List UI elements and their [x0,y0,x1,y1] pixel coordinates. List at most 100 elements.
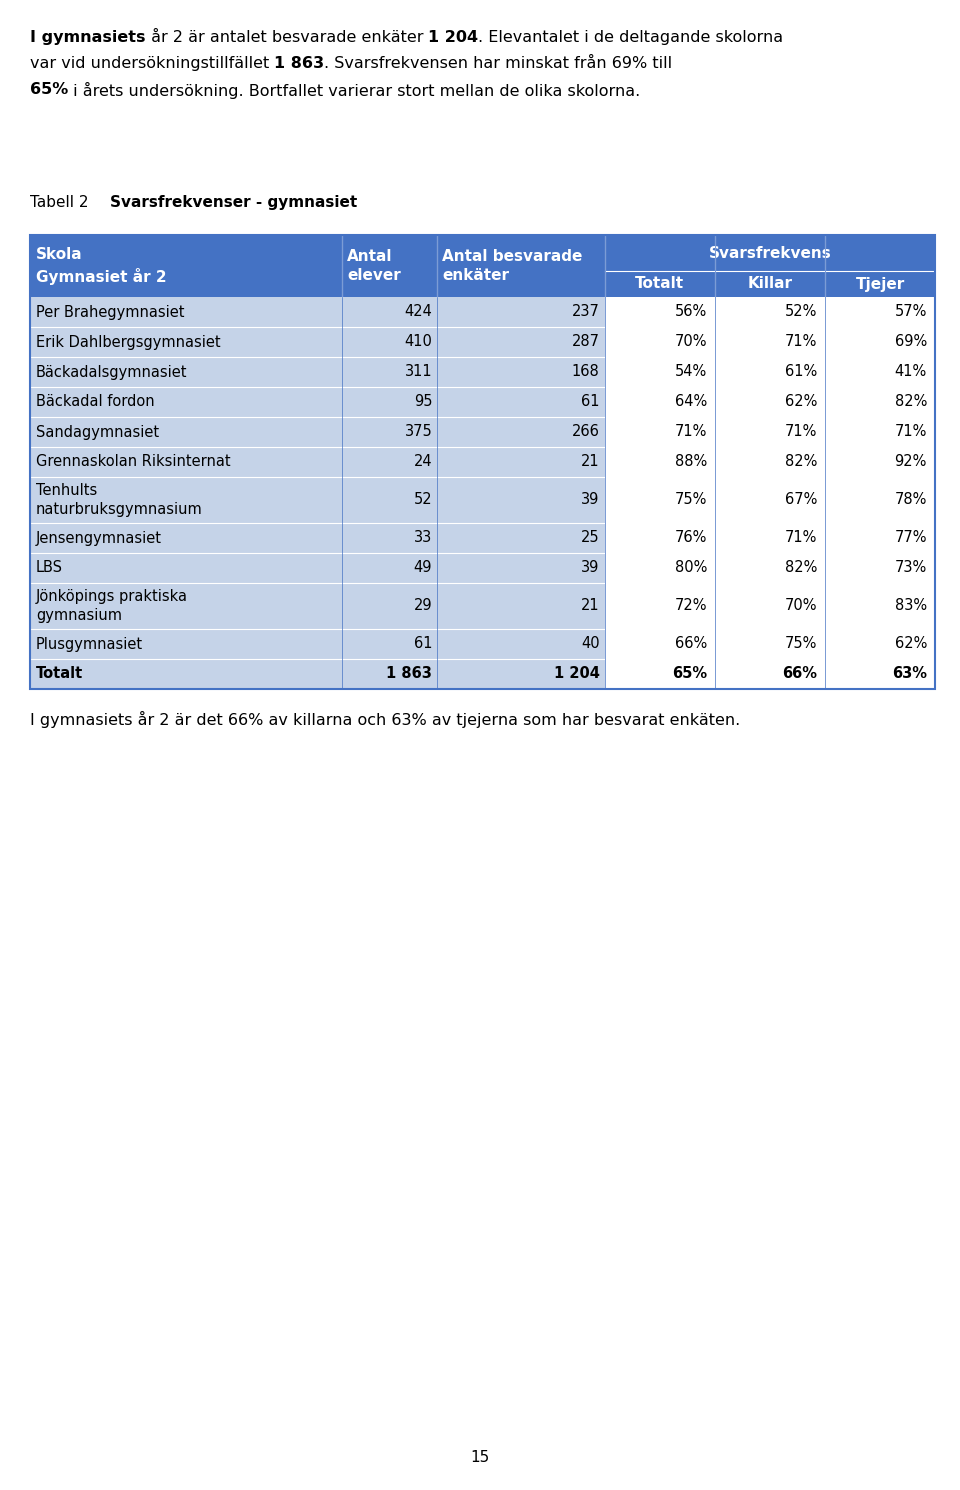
Bar [30,447,605,477]
Text: 69%: 69% [895,334,927,350]
Text: 82%: 82% [895,395,927,410]
Text: 1 863: 1 863 [275,57,324,72]
Text: . Svarsfrekvensen har minskat från 69% till: . Svarsfrekvensen har minskat från 69% t… [324,57,673,72]
Bar [30,417,605,447]
Text: 41%: 41% [895,365,927,380]
Text: 76%: 76% [675,530,708,545]
Text: 82%: 82% [785,454,818,469]
Text: 61%: 61% [785,365,818,380]
Bar [605,659,935,688]
Text: 21: 21 [581,454,600,469]
Bar [30,235,935,688]
Text: 62%: 62% [785,395,818,410]
Text: 168: 168 [572,365,600,380]
Text: Jensengymnasiet: Jensengymnasiet [36,530,162,545]
Bar [30,477,605,523]
Text: 67%: 67% [785,493,818,508]
Bar [30,297,605,326]
Text: Svarsfrekvenser - gymnasiet: Svarsfrekvenser - gymnasiet [110,195,357,210]
Bar [30,387,605,417]
Bar [30,659,605,688]
Text: Antal besvarade
enkäter: Antal besvarade enkäter [443,249,583,283]
Text: Erik Dahlbergsgymnasiet: Erik Dahlbergsgymnasiet [36,334,221,350]
Bar [605,447,935,477]
Text: 62%: 62% [895,636,927,651]
Text: 410: 410 [404,334,432,350]
Bar [605,553,935,583]
Text: 57%: 57% [895,304,927,319]
Text: Skola
Gymnasiet år 2: Skola Gymnasiet år 2 [36,247,167,285]
Text: 66%: 66% [782,666,818,681]
Text: 65%: 65% [672,666,708,681]
Bar [30,358,605,387]
Text: Svarsfrekvens: Svarsfrekvens [708,246,831,261]
Bar [30,523,605,553]
Text: 77%: 77% [895,530,927,545]
Bar [30,553,605,583]
Text: 66%: 66% [675,636,708,651]
Text: 71%: 71% [785,334,818,350]
Text: Tenhults
naturbruksgymnasium: Tenhults naturbruksgymnasium [36,483,203,517]
Text: 52%: 52% [785,304,818,319]
Text: Totalt: Totalt [636,277,684,292]
Text: Tabell 2: Tabell 2 [30,195,88,210]
Text: Killar: Killar [748,277,793,292]
Text: 80%: 80% [675,560,708,575]
Bar [605,417,935,447]
Text: 65%: 65% [30,82,68,97]
Text: I gymnasiets: I gymnasiets [30,30,146,45]
Text: 25: 25 [581,530,600,545]
Text: 63%: 63% [892,666,927,681]
Text: 75%: 75% [675,493,708,508]
Text: 424: 424 [404,304,432,319]
Text: Tjejer: Tjejer [855,277,905,292]
Text: 70%: 70% [785,599,818,614]
Text: 39: 39 [582,493,600,508]
Text: 1 204: 1 204 [554,666,600,681]
Text: 71%: 71% [785,425,818,440]
Bar [605,477,935,523]
Text: 83%: 83% [895,599,927,614]
Text: 39: 39 [582,560,600,575]
Bar [30,326,605,358]
Text: Grennaskolan Riksinternat: Grennaskolan Riksinternat [36,454,230,469]
Text: 92%: 92% [895,454,927,469]
Text: 33: 33 [414,530,432,545]
Text: I gymnasiets år 2 är det 66% av killarna och 63% av tjejerna som har besvarat en: I gymnasiets år 2 är det 66% av killarna… [30,711,740,729]
Text: 61: 61 [581,395,600,410]
Text: i årets undersökning. Bortfallet varierar stort mellan de olika skolorna.: i årets undersökning. Bortfallet variera… [68,82,640,98]
Text: 72%: 72% [675,599,708,614]
Text: år 2 är antalet besvarade enkäter: år 2 är antalet besvarade enkäter [146,30,428,45]
Text: 95: 95 [414,395,432,410]
Text: Antal
elever: Antal elever [348,249,401,283]
Bar [605,387,935,417]
Text: 375: 375 [404,425,432,440]
Text: Bäckadal fordon: Bäckadal fordon [36,395,155,410]
Text: 311: 311 [404,365,432,380]
Text: 71%: 71% [785,530,818,545]
Text: 1 204: 1 204 [428,30,478,45]
Bar [605,297,935,326]
Text: 61: 61 [414,636,432,651]
Text: 1 863: 1 863 [386,666,432,681]
Text: 21: 21 [581,599,600,614]
Text: 29: 29 [414,599,432,614]
Text: 78%: 78% [895,493,927,508]
Text: Bäckadalsgymnasiet: Bäckadalsgymnasiet [36,365,187,380]
Text: 52: 52 [414,493,432,508]
Bar [30,629,605,659]
Text: 49: 49 [414,560,432,575]
Text: 287: 287 [571,334,600,350]
Text: . Elevantalet i de deltagande skolorna: . Elevantalet i de deltagande skolorna [478,30,783,45]
Bar [30,235,935,297]
Text: 15: 15 [470,1450,490,1465]
Text: 71%: 71% [895,425,927,440]
Text: var vid undersökningstillfället: var vid undersökningstillfället [30,57,275,72]
Text: LBS: LBS [36,560,63,575]
Text: 24: 24 [414,454,432,469]
Text: 237: 237 [572,304,600,319]
Text: 56%: 56% [675,304,708,319]
Bar [605,358,935,387]
Bar [605,523,935,553]
Text: 40: 40 [581,636,600,651]
